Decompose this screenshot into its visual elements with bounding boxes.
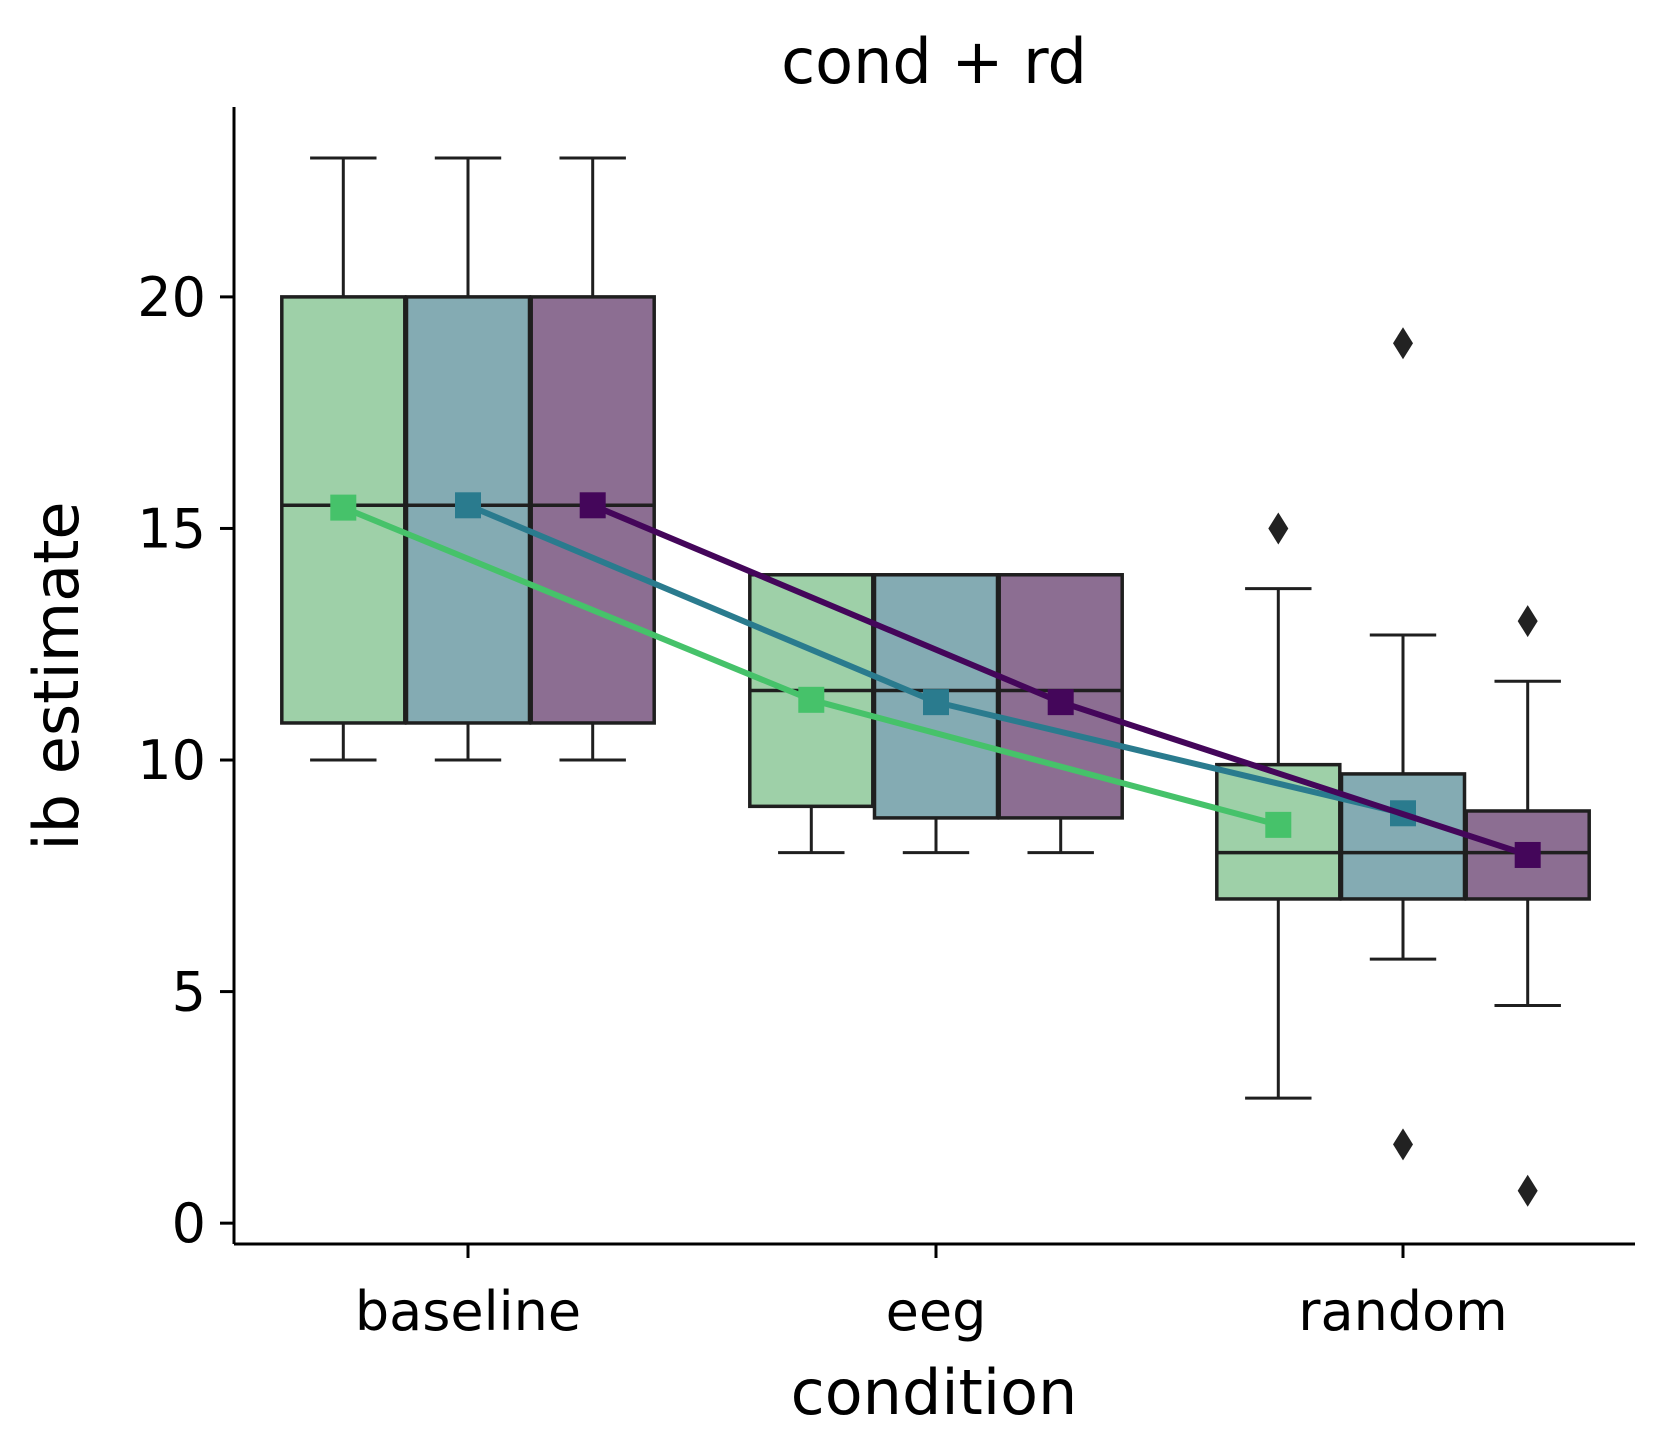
box-body — [1339, 772, 1467, 901]
x-axis-label: condition — [791, 1356, 1078, 1429]
plot-area — [280, 156, 1591, 1207]
y-tick-label: 5 — [172, 961, 206, 1024]
x-tick-label-eeg: eeg — [886, 1280, 987, 1343]
x-ticks: baseline eeg random — [355, 1244, 1508, 1343]
series-marker-2-random — [1514, 841, 1541, 868]
series-marker-0-baseline — [330, 494, 357, 521]
outlier-point — [1393, 1128, 1413, 1161]
outlier-point — [1393, 327, 1413, 360]
outlier-point — [1517, 605, 1538, 638]
x-tick-label-random: random — [1298, 1280, 1507, 1343]
y-tick-label: 20 — [137, 266, 206, 329]
box-baseline-2 — [529, 156, 656, 762]
box-baseline-1 — [404, 156, 532, 762]
series-marker-1-baseline — [455, 492, 481, 519]
y-tick-label: 10 — [137, 729, 206, 792]
y-axis-label: ib estimate — [20, 501, 93, 850]
y-ticks: 0 5 10 15 20 — [137, 266, 234, 1255]
outlier-point — [1517, 1174, 1538, 1207]
series-marker-2-baseline — [579, 492, 606, 519]
series-marker-0-eeg — [798, 686, 825, 713]
outlier-point — [1268, 512, 1289, 545]
series-marker-1-eeg — [923, 689, 949, 716]
series-marker-2-eeg — [1047, 689, 1074, 716]
box-random-2 — [1464, 605, 1591, 1207]
box-random-0 — [1215, 512, 1342, 1100]
box-random-1 — [1339, 327, 1467, 1161]
y-tick-label: 15 — [137, 497, 206, 560]
series-marker-0-random — [1265, 811, 1292, 838]
chart-title: cond + rd — [781, 25, 1087, 98]
x-tick-label-baseline: baseline — [355, 1280, 581, 1343]
y-tick-label: 0 — [172, 1192, 206, 1255]
box-baseline-0 — [280, 156, 407, 762]
